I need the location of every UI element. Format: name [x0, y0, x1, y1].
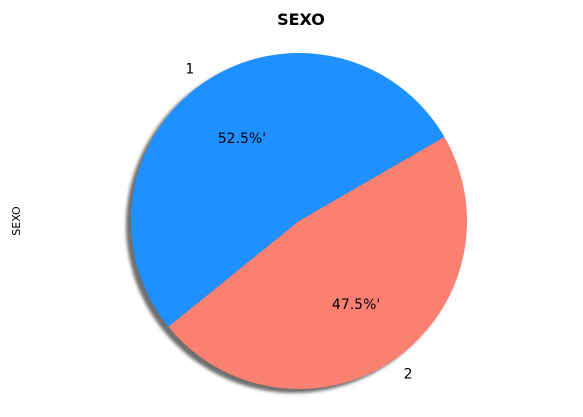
pie-slice-1	[131, 53, 445, 327]
pie-slice-2	[168, 137, 468, 390]
pie-percent-label: 47.5%'	[332, 297, 380, 313]
pie-percent-label: 52.5%'	[218, 131, 266, 147]
pie-category-label: 2	[404, 366, 413, 382]
y-axis-label: SEXO	[10, 206, 23, 236]
pie-labels: 1 52.5%' 2 47.5%'	[185, 62, 412, 383]
pie-slices	[131, 53, 468, 390]
pie-category-label: 1	[185, 62, 194, 78]
chart-title: SEXO	[277, 10, 325, 29]
